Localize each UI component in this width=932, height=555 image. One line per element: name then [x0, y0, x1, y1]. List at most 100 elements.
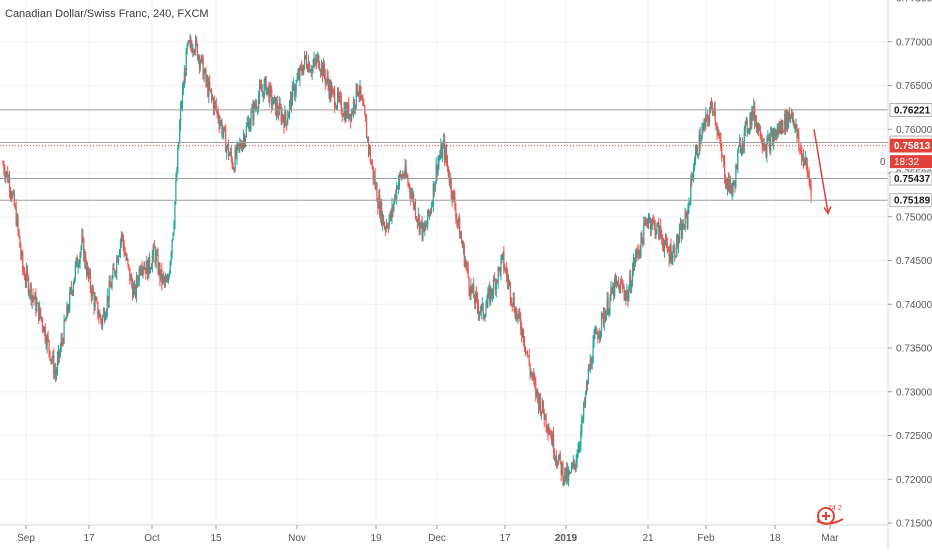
candle-body — [374, 175, 376, 187]
candle — [457, 219, 459, 230]
candle-body — [199, 62, 201, 67]
candle — [395, 189, 397, 202]
candle-body — [474, 298, 476, 304]
candle-body — [802, 155, 804, 161]
candle — [304, 50, 306, 71]
candle-body — [708, 112, 711, 122]
candle-body — [208, 82, 210, 96]
candle-body — [163, 275, 165, 278]
candle-body — [295, 81, 297, 92]
candle-body — [560, 461, 562, 475]
candle-body — [175, 180, 177, 202]
candle-body — [808, 174, 810, 181]
candle-body — [280, 108, 282, 122]
candle-body — [148, 257, 150, 279]
candle — [575, 454, 577, 472]
candle-body — [92, 288, 94, 295]
candle — [793, 119, 795, 129]
candle — [24, 266, 26, 281]
candle — [36, 296, 38, 313]
candle-body — [31, 295, 33, 302]
candle — [371, 158, 373, 170]
candle-body — [718, 133, 720, 139]
watermark-text: 24 2 — [828, 505, 842, 512]
candle — [603, 307, 605, 331]
candle — [23, 265, 25, 275]
candle-body — [537, 396, 540, 408]
candle — [228, 152, 231, 157]
candle — [106, 288, 108, 318]
candle — [806, 157, 808, 178]
candle — [378, 189, 380, 210]
candle-body — [593, 335, 595, 343]
candle-body — [353, 101, 356, 108]
candle — [497, 265, 499, 290]
candle-body — [486, 302, 488, 308]
price-axis[interactable]: 0.775000.770000.765000.760000.755000.750… — [880, 0, 932, 550]
candle-body — [141, 268, 143, 272]
candle — [515, 306, 517, 322]
candle-body — [601, 313, 604, 315]
candle — [659, 225, 661, 240]
candle — [522, 328, 525, 347]
candle-body — [333, 89, 335, 93]
candle-body — [483, 316, 485, 318]
candle — [293, 83, 295, 101]
candle-body — [117, 256, 120, 263]
candle-body — [499, 267, 501, 275]
candle-body — [420, 220, 422, 223]
candle — [140, 264, 142, 276]
candle-body — [388, 219, 390, 228]
candle — [677, 234, 680, 254]
candle — [119, 238, 122, 259]
candle — [44, 323, 46, 344]
candle — [651, 217, 653, 231]
candle — [352, 96, 355, 119]
candle — [279, 97, 281, 111]
candle-body — [4, 171, 6, 178]
candle-body — [505, 268, 507, 271]
candle-body — [269, 86, 271, 102]
time-axis[interactable]: Sep 17 Oct 15 Nov 19 Dec 17 2019 21 Feb 18 Mar — [0, 524, 888, 544]
candle — [232, 161, 234, 171]
candle — [30, 281, 32, 306]
candle-body — [45, 340, 47, 347]
candle-body — [411, 195, 413, 198]
candle — [303, 64, 305, 76]
candle — [321, 62, 324, 83]
candle-body — [17, 216, 19, 230]
candle — [343, 101, 345, 121]
candle-body — [16, 216, 18, 225]
candle — [33, 296, 35, 307]
candle-body — [297, 73, 299, 79]
candle — [152, 243, 154, 263]
candle-body — [278, 103, 280, 116]
candle-body — [87, 267, 90, 277]
candle-body — [735, 165, 737, 187]
candle — [55, 362, 57, 383]
candle — [70, 280, 73, 296]
candle — [460, 230, 463, 244]
candle-body — [698, 134, 700, 155]
candle — [621, 278, 623, 294]
candle-body — [609, 296, 611, 310]
candle — [327, 70, 329, 91]
candle — [484, 314, 486, 323]
candle-body — [568, 473, 570, 481]
candle-body — [549, 430, 551, 435]
candle — [195, 34, 197, 56]
candle — [70, 286, 72, 295]
candle — [614, 275, 616, 299]
candle-body — [416, 219, 418, 222]
candle-body — [149, 269, 152, 270]
candle — [726, 177, 729, 196]
candle — [584, 390, 587, 409]
candle-body — [575, 460, 577, 468]
candle-body — [546, 426, 548, 429]
candle-body — [687, 207, 689, 223]
candle — [167, 273, 169, 285]
countdown-prefix: 0 — [880, 157, 886, 168]
candle — [101, 318, 103, 330]
